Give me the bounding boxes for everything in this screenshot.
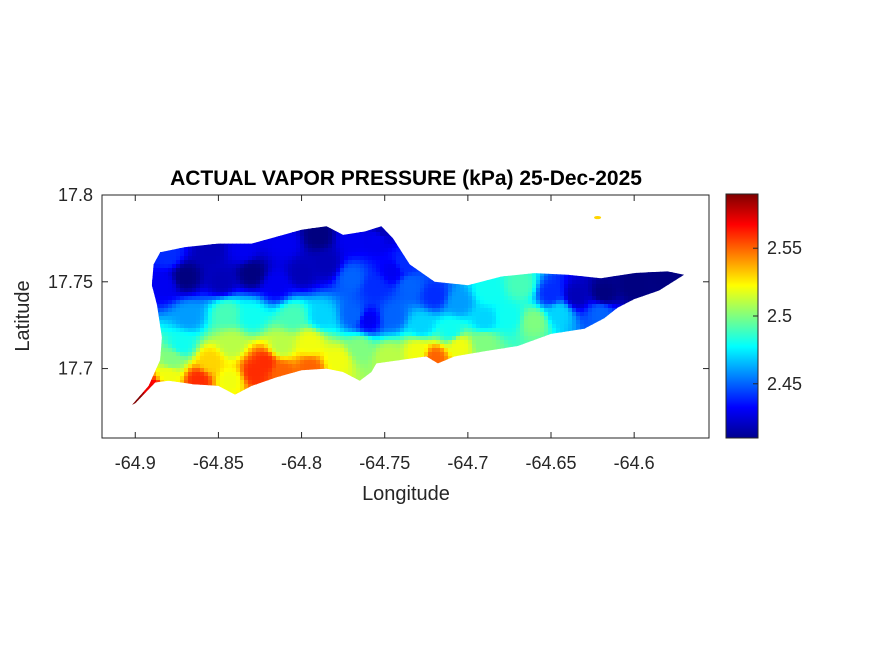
x-tick-label: -64.65: [525, 453, 576, 473]
y-tick-label: 17.75: [48, 272, 93, 292]
colorbar: [725, 193, 759, 439]
y-axis: 17.7 17.75 17.8: [48, 185, 709, 379]
y-tick-label: 17.7: [58, 359, 93, 379]
x-tick-label: -64.85: [193, 453, 244, 473]
islet-mark: [594, 215, 602, 220]
chart-title: ACTUAL VAPOR PRESSURE (kPa) 25-Dec-2025: [170, 167, 642, 190]
colorbar-tick-label: 2.55: [767, 238, 802, 258]
islet-layer: [594, 215, 602, 220]
x-tick-label: -64.7: [447, 453, 488, 473]
y-tick-label: 17.8: [58, 185, 93, 205]
x-axis: -64.9 -64.85 -64.8 -64.75 -64.7 -64.65 -64.6: [115, 195, 655, 473]
y-axis-label: Latitude: [12, 280, 34, 351]
plot-axes-box: [101, 194, 710, 439]
colorbar-tick-label: 2.45: [767, 374, 802, 394]
x-tick-label: -64.6: [614, 453, 655, 473]
x-tick-label: -64.9: [115, 453, 156, 473]
x-tick-label: -64.75: [359, 453, 410, 473]
colorbar-tick-label: 2.5: [767, 306, 792, 326]
colorbar-ticks: 2.45 2.5 2.55: [753, 238, 802, 394]
vapor-pressure-field: [131, 226, 685, 405]
x-tick-label: -64.8: [281, 453, 322, 473]
x-axis-label: Longitude: [362, 483, 450, 505]
